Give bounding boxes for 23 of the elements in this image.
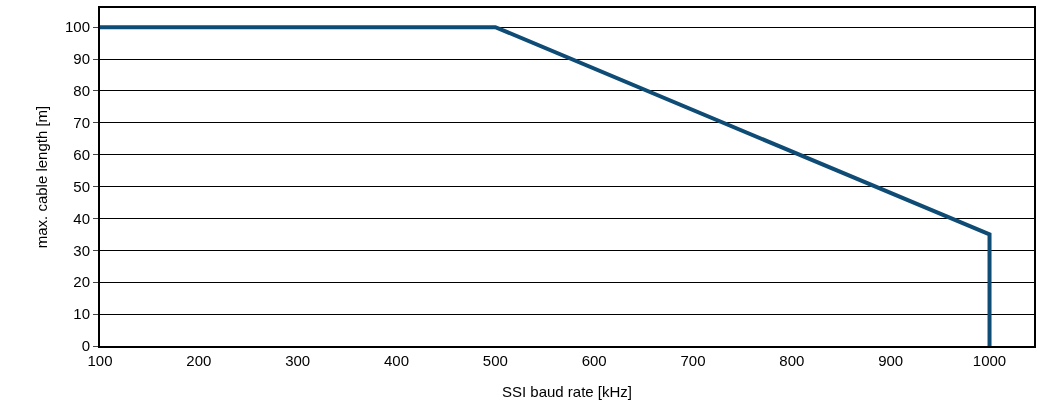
x-tick-label: 1000 xyxy=(972,352,1007,369)
x-tick-label: 800 xyxy=(779,352,805,369)
y-tick-label: 10 xyxy=(73,305,90,323)
x-tick-label: 400 xyxy=(383,352,410,369)
x-tick-label: 100 xyxy=(87,352,113,369)
y-axis-title: max. cable length [m] xyxy=(32,105,50,249)
y-tick-label: 30 xyxy=(73,241,90,259)
y-tick-label: 80 xyxy=(73,82,90,100)
x-axis-title: SSI baud rate [kHz] xyxy=(501,382,633,400)
x-tick-label: 700 xyxy=(680,352,706,369)
x-tick-label: 500 xyxy=(482,352,508,369)
y-tick-label: 0 xyxy=(81,337,90,355)
y-tick-label: 90 xyxy=(73,50,90,68)
y-tick-label: 50 xyxy=(73,177,90,195)
y-tick-label: 60 xyxy=(73,145,90,163)
x-tick-label: 200 xyxy=(186,352,212,369)
x-tick-label: 900 xyxy=(878,352,904,369)
y-tick-label: 100 xyxy=(64,18,90,36)
y-tick-label: 40 xyxy=(73,209,90,227)
y-tick-label: 70 xyxy=(73,114,90,132)
x-tick-label: 300 xyxy=(285,352,311,369)
y-tick-label: 20 xyxy=(73,273,90,291)
x-tick-label: 600 xyxy=(581,352,607,369)
